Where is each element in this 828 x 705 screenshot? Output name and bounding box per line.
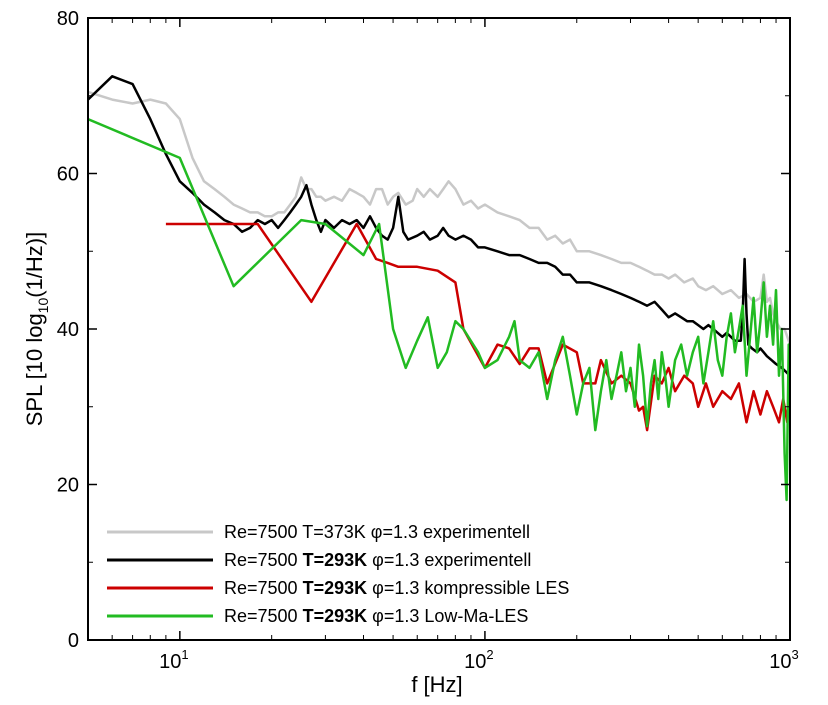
series-layer — [88, 75, 790, 502]
legend-entry-1: Re=7500 T=293K φ=1.3 experimentell — [224, 550, 531, 570]
series-line-0 — [88, 90, 790, 346]
series-line-1 — [88, 75, 790, 377]
y-tick-label: 0 — [68, 630, 79, 652]
y-axis-label: SPL [10 log10(1/Hz)] — [22, 232, 51, 427]
plot-frame — [87, 17, 791, 641]
y-axis-label-tail: (1/Hz)] — [22, 232, 47, 298]
legend: Re=7500 T=373K φ=1.3 experimentell Re=750… — [107, 522, 569, 626]
ticks-layer: 0 20 40 60 80 101 102 103 — [57, 8, 799, 673]
y-tick-label: 20 — [57, 475, 79, 497]
series-line-3 — [88, 117, 790, 502]
y-axis-label-sub: 10 — [35, 298, 51, 314]
series-line-2 — [165, 222, 790, 432]
x-tick-label: 103 — [769, 647, 798, 673]
y-axis-label-main: SPL [10 log — [22, 313, 47, 426]
y-tick-label: 40 — [57, 319, 79, 341]
legend-entry-2: Re=7500 T=293K φ=1.3 kompressible LES — [224, 578, 569, 598]
x-tick-label: 101 — [159, 647, 188, 673]
x-tick-label: 102 — [464, 647, 493, 673]
y-tick-label: 80 — [57, 8, 79, 30]
legend-entry-0: Re=7500 T=373K φ=1.3 experimentell — [224, 522, 530, 542]
y-tick-label: 60 — [57, 164, 79, 186]
x-axis-label: f [Hz] — [411, 672, 462, 697]
legend-entry-3: Re=7500 T=293K φ=1.3 Low-Ma-LES — [224, 606, 528, 626]
